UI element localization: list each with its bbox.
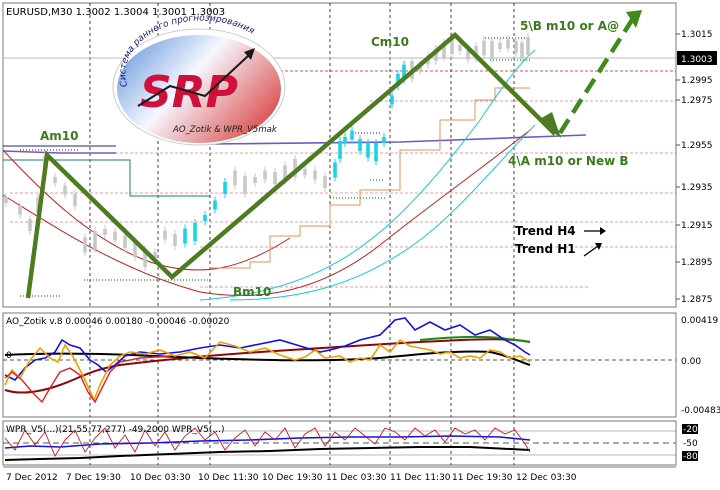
label-trend-h1: Trend H1 [515, 242, 576, 256]
time-axis-label: 11 Dec 19:30 [452, 473, 513, 483]
red-dotted-zones [20, 37, 530, 151]
red-curve-ma-2 [2, 149, 291, 271]
trend-h1-arrow-icon [583, 243, 602, 257]
price-tick-label: 1.2975 [681, 96, 713, 106]
logo-zigzag-arrow [137, 55, 249, 107]
current-price-badge [677, 51, 717, 65]
time-axis-label: 12 Dec 03:30 [516, 473, 577, 483]
label-projection-top: 5\B m10 or A@ [520, 19, 619, 33]
time-axis-label: 11 Dec 03:30 [326, 473, 387, 483]
time-axis-label: 10 Dec 11:30 [198, 473, 259, 483]
logo-arrow-head [244, 48, 255, 60]
wave-arrowhead-fill [538, 112, 561, 138]
wpr-tick-20: -20 [683, 425, 698, 435]
ao-blue-line [4, 317, 531, 381]
ao-panel-frame [2, 312, 677, 418]
time-axis: 7 Dec 2012 7 Dec 19:30 10 Dec 03:30 10 Dec … [3, 466, 676, 483]
ao-orange-line [4, 338, 531, 403]
time-axis-label: 11 Dec 11:30 [390, 473, 451, 483]
ao-red-line [4, 355, 171, 404]
price-tick-label: 1.2935 [681, 183, 713, 193]
time-axis-label: 7 Dec 19:30 [66, 473, 121, 483]
ao-header: AO_Zotik v.8 0.00046 0.00180 -0.00046 -0… [6, 317, 230, 327]
price-tick-label: 1.3015 [681, 30, 713, 40]
cyan-ma-curve-2 [229, 124, 536, 301]
ao-tick-top: 0.00419 [681, 316, 718, 326]
current-price-text: 1.3003 [681, 55, 713, 65]
label-projection-bottom: 4\A m10 or New B [508, 154, 629, 168]
logo-srp-letters: SRP [140, 67, 238, 118]
projection-arrowhead [626, 10, 642, 28]
wpr-indicator-panel[interactable]: WPR_V5(...)(21,55,77,277) -49.2000 WPR_V… [2, 420, 698, 466]
cyan-ma-curve [199, 49, 536, 301]
label-cm10: Cm10 [371, 35, 409, 49]
ao-green-line [419, 335, 531, 343]
ao-tick-bottom: -0.00483 [681, 406, 720, 416]
projection-dashed-line [558, 18, 634, 135]
wave-line [25, 31, 557, 299]
ao-zero-label: 0 [6, 351, 12, 361]
price-tick-label: 1.2895 [681, 258, 713, 268]
ao-darkred-line [4, 338, 531, 394]
logo-authors: AO_Zotik & WPR_V5mak [172, 125, 278, 135]
time-axis-label: 10 Dec 19:30 [262, 473, 323, 483]
price-tick-label: 1.2995 [681, 76, 713, 86]
trend-h4-arrow-icon [584, 227, 606, 235]
label-am10: Am10 [40, 129, 79, 143]
ao-black-line [4, 350, 531, 366]
ao-day-separators [89, 313, 515, 417]
wpr-day-separators [89, 421, 515, 465]
price-tick-label: 1.2915 [681, 221, 713, 231]
price-tick-label: 1.2955 [681, 141, 713, 151]
chart-header: EURUSD,M30 1.3002 1.3004 1.3001 1.3003 [6, 7, 225, 18]
price-tick-label: 1.2875 [681, 295, 713, 305]
red-curve-ma [2, 129, 531, 296]
time-axis-label: 10 Dec 03:30 [130, 473, 191, 483]
wpr-header: WPR_V5(...)(21,55,77,277) -49.2000 WPR_V… [6, 425, 224, 435]
purple-line [2, 134, 587, 154]
wpr-red-line [4, 427, 531, 457]
wpr-black-line [4, 446, 531, 461]
wpr-tick-50: -50 [683, 439, 698, 449]
ao-indicator-panel[interactable]: 0 AO_Zotik v.8 0.00046 0.00180 -0.00046 … [2, 312, 720, 418]
wpr-tick-80: -80 [683, 452, 698, 462]
teal-step-line [3, 159, 210, 197]
srp-logo: Система раннего прогнозирования SRP AO_Z… [112, 13, 286, 146]
time-axis-label: 7 Dec 2012 [6, 473, 58, 483]
label-bm10: Bm10 [233, 285, 271, 299]
label-trend-h4: Trend H4 [515, 224, 576, 238]
main-price-panel[interactable]: Система раннего прогнозирования SRP AO_Z… [2, 2, 677, 308]
price-axis: 1.3015 1.2995 1.2975 1.2955 1.2935 1.2915 1.28… [675, 3, 717, 307]
wpr-blue-line [4, 435, 531, 449]
ao-tick-mid: 0.00 [681, 357, 701, 367]
